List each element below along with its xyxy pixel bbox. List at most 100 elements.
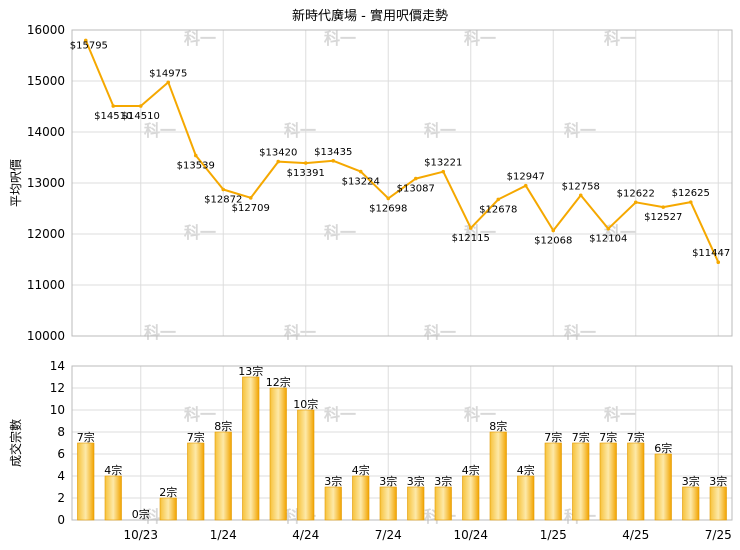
price-point	[468, 226, 473, 230]
watermark-text: 科一	[324, 29, 356, 48]
price-point	[83, 38, 88, 43]
count-bar	[379, 486, 397, 521]
count-bar	[352, 475, 370, 521]
x-tick-label: 1/25	[540, 528, 567, 542]
price-data-label: $13435	[314, 147, 352, 158]
watermark-text: 科一	[464, 29, 496, 48]
price-point	[551, 228, 556, 233]
count-data-label: 7宗	[627, 430, 645, 444]
price-data-label: $14510	[122, 111, 160, 122]
x-tick-label: 7/24	[375, 528, 402, 542]
price-data-label: $13224	[342, 177, 380, 188]
price-point	[166, 80, 171, 85]
count-y-tick-label: 14	[50, 359, 65, 373]
chart-title: 新時代廣場 - 實用呎價走勢	[292, 8, 448, 24]
count-bar	[599, 442, 617, 521]
count-bar	[159, 497, 177, 521]
watermark-text: 科一	[184, 223, 216, 242]
watermark-text: 科一	[184, 29, 216, 48]
count-bar	[709, 486, 727, 521]
price-point	[523, 183, 528, 188]
count-y-tick-label: 0	[57, 513, 65, 527]
count-data-label: 12宗	[266, 375, 291, 389]
count-data-label: 3宗	[324, 474, 342, 488]
count-data-label: 3宗	[682, 474, 700, 488]
count-bar	[407, 486, 425, 521]
watermark-text: 科一	[604, 223, 636, 242]
price-point	[248, 196, 253, 200]
price-data-label: $13221	[424, 158, 462, 169]
price-y-tick-label: 14000	[27, 125, 65, 139]
price-point	[688, 200, 693, 204]
price-data-label: $12068	[534, 236, 572, 247]
x-tick-label: 1/24	[210, 528, 237, 542]
count-bar	[77, 442, 95, 521]
price-point	[358, 169, 363, 174]
watermark-text: 科一	[324, 405, 356, 424]
count-bar	[489, 431, 507, 521]
count-bar	[187, 442, 205, 521]
price-point	[716, 260, 721, 265]
count-y-tick-label: 12	[50, 381, 65, 395]
price-point	[606, 226, 611, 231]
price-point	[413, 176, 418, 181]
price-data-label: $12698	[369, 203, 407, 214]
price-data-label: $12872	[204, 195, 242, 206]
price-data-label: $12709	[232, 203, 270, 214]
price-data-label: $12947	[507, 172, 545, 183]
count-data-label: 4宗	[352, 463, 370, 477]
count-bar	[104, 475, 122, 521]
count-data-label: 3宗	[407, 474, 425, 488]
price-point	[578, 193, 583, 198]
count-data-label: 4宗	[462, 463, 480, 477]
watermark-text: 科一	[604, 405, 636, 424]
count-data-label: 4宗	[517, 463, 535, 477]
price-y-tick-label: 13000	[27, 176, 65, 190]
watermark-text: 科一	[284, 121, 316, 140]
count-bar	[544, 442, 562, 521]
price-point	[633, 200, 638, 205]
count-data-label: 6宗	[654, 441, 672, 455]
count-bar	[242, 376, 260, 521]
price-data-label: $12678	[479, 204, 517, 215]
x-tick-label: 4/25	[622, 528, 649, 542]
price-data-label: $13087	[397, 184, 435, 195]
count-y-tick-label: 6	[57, 447, 65, 461]
count-bar	[324, 486, 342, 521]
count-bar	[627, 442, 645, 521]
count-bar	[517, 475, 535, 521]
price-point	[496, 197, 501, 202]
price-point	[661, 205, 666, 209]
watermark-text: 科一	[324, 223, 356, 242]
price-y-tick-label: 10000	[27, 329, 65, 343]
watermark-text: 科一	[144, 323, 176, 342]
price-point	[331, 159, 336, 163]
price-data-label: $12104	[589, 234, 627, 245]
watermark-text: 科一	[604, 29, 636, 48]
count-data-label: 7宗	[187, 430, 205, 444]
count-data-label: 8宗	[214, 419, 232, 433]
count-y-tick-label: 8	[57, 425, 65, 439]
price-point	[386, 196, 391, 201]
x-tick-label: 10/24	[453, 528, 488, 542]
price-point	[193, 153, 198, 158]
count-y-tick-label: 2	[57, 491, 65, 505]
count-data-label: 8宗	[489, 419, 507, 433]
watermark-text: 科一	[424, 121, 456, 140]
count-data-label: 4宗	[104, 463, 122, 477]
count-data-label: 0宗	[132, 507, 150, 521]
price-data-label: $12758	[562, 181, 600, 192]
price-y-axis-label: 平均呎價	[9, 159, 23, 207]
watermark-text: 科一	[564, 323, 596, 342]
watermark-text: 科一	[284, 323, 316, 342]
count-plot-frame	[71, 365, 733, 521]
price-line-panel: 10000 11000 12000 13000 14000 15000 16000 平均呎價 $…	[9, 23, 733, 343]
count-data-label: 7宗	[599, 430, 617, 444]
price-data-label: $14975	[149, 68, 187, 79]
count-data-label: 3宗	[434, 474, 452, 488]
watermark-text: 科一	[184, 405, 216, 424]
count-bar	[297, 409, 315, 521]
